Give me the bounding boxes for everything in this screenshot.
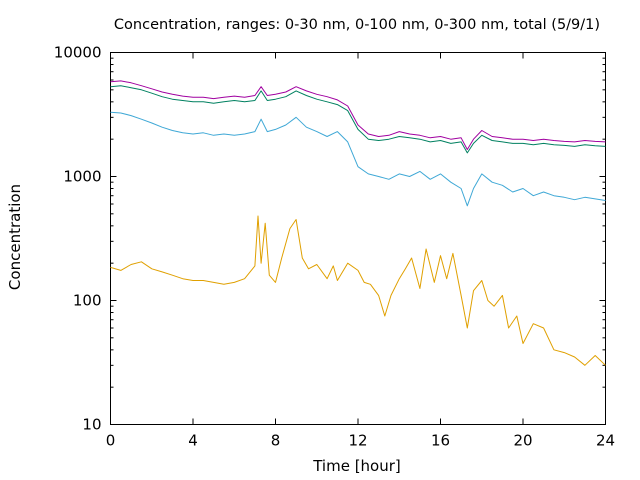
y-tick-label: 1000 — [63, 168, 101, 186]
x-tick-label: 16 — [431, 432, 450, 450]
series-group — [110, 80, 606, 366]
x-tick-label: 8 — [271, 432, 281, 450]
series-line-1 — [110, 215, 606, 366]
y-tick-label: 100 — [73, 292, 102, 310]
x-tick-label: 12 — [348, 432, 367, 450]
series-line-4 — [110, 80, 606, 150]
tick-marks: 0 4 8 12 16 20 24 10 100 1000 10000 — [54, 44, 615, 450]
x-tick-label: 0 — [106, 432, 116, 450]
chart-title: Concentration, ranges: 0-30 nm, 0-100 nm… — [114, 17, 600, 33]
x-tick-label: 4 — [188, 432, 198, 450]
x-tick-label: 20 — [513, 432, 532, 450]
series-line-2 — [110, 111, 606, 207]
y-tick-label: 10000 — [54, 44, 102, 62]
series-line-3 — [110, 85, 606, 154]
y-axis-label: Concentration — [6, 184, 24, 290]
x-tick-label: 24 — [596, 432, 615, 450]
y-tick-label: 10 — [82, 416, 101, 434]
plot-frame — [110, 52, 606, 425]
x-axis-label: Time [hour] — [312, 457, 401, 475]
